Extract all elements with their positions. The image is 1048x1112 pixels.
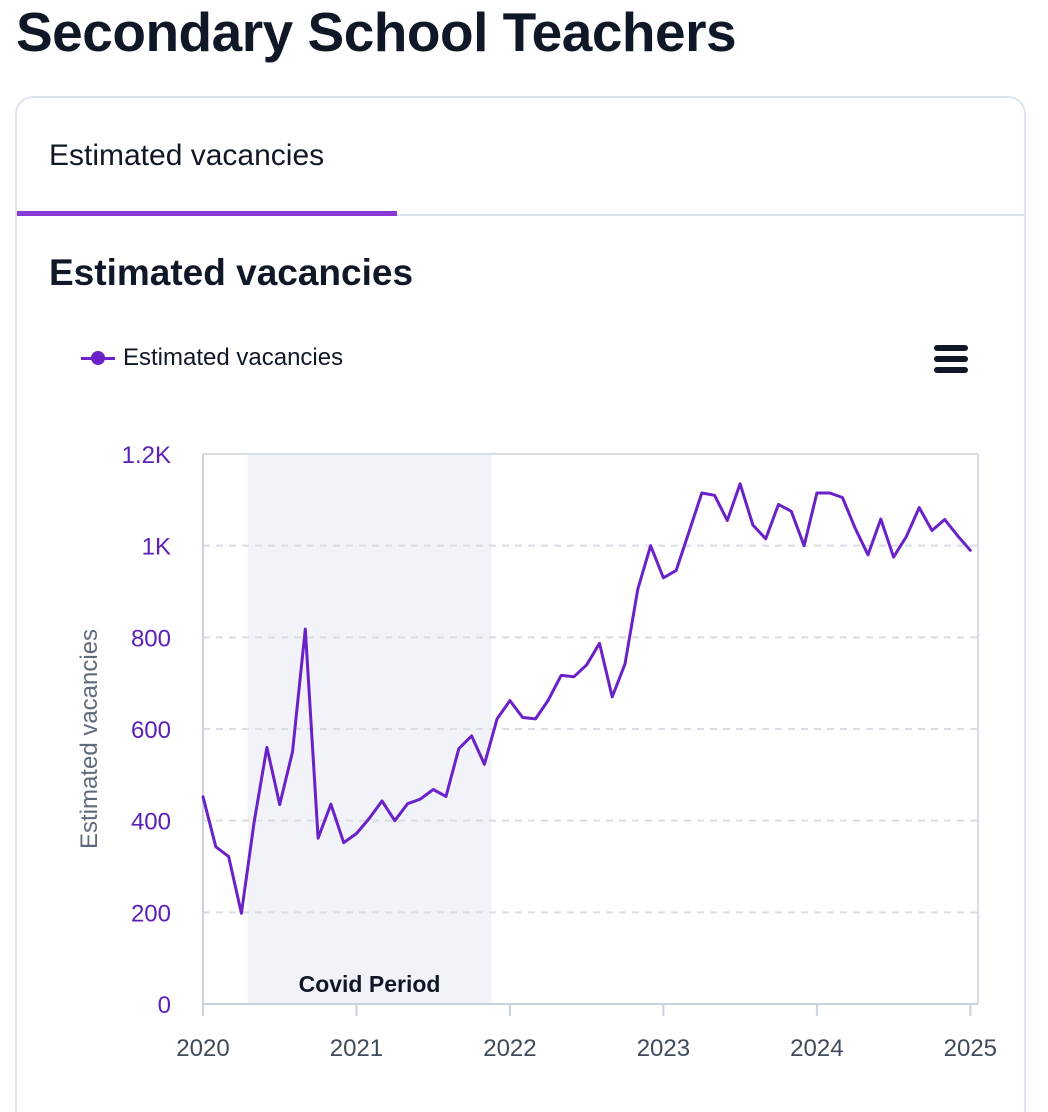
legend-item-estimated-vacancies[interactable]: Estimated vacancies bbox=[81, 342, 343, 374]
chart-card: Estimated vacancies Estimated vacancies … bbox=[15, 96, 1026, 1112]
series-line-estimated-vacancies bbox=[201, 482, 972, 915]
hamburger-menu-icon[interactable] bbox=[931, 343, 971, 377]
y-tick-label: 200 bbox=[131, 900, 171, 927]
x-tick-label: 2020 bbox=[176, 1035, 229, 1062]
x-tick-label: 2021 bbox=[330, 1035, 383, 1062]
covid-period-label: Covid Period bbox=[299, 971, 441, 997]
legend-label: Estimated vacancies bbox=[123, 344, 344, 371]
y-axis-title: Estimated vacancies bbox=[76, 629, 103, 849]
tab-estimated-vacancies[interactable]: Estimated vacancies bbox=[17, 98, 397, 216]
line-chart: 0 200 400 600 800 1K 1.2K 2020 2021 2022 2023 2024 2… bbox=[76, 442, 997, 1062]
x-tick-label: 2024 bbox=[790, 1035, 843, 1062]
y-tick-label: 0 bbox=[158, 992, 171, 1019]
y-tick-label: 1.2K bbox=[122, 442, 171, 469]
legend-marker-icon bbox=[81, 348, 115, 368]
tab-label: Estimated vacancies bbox=[49, 139, 325, 172]
y-tick-label: 800 bbox=[131, 625, 171, 652]
page-title: Secondary School Teachers bbox=[16, 1, 737, 63]
tab-bar: Estimated vacancies bbox=[17, 98, 1024, 216]
section-title: Estimated vacancies bbox=[49, 252, 414, 293]
y-tick-label: 600 bbox=[131, 717, 171, 744]
y-tick-label: 400 bbox=[131, 809, 171, 836]
x-tick-label: 2022 bbox=[483, 1035, 536, 1062]
y-tick-label: 1K bbox=[142, 534, 171, 561]
x-tick-label: 2023 bbox=[637, 1035, 690, 1062]
tab-active-indicator bbox=[17, 211, 397, 216]
x-tick-label: 2025 bbox=[944, 1035, 997, 1062]
